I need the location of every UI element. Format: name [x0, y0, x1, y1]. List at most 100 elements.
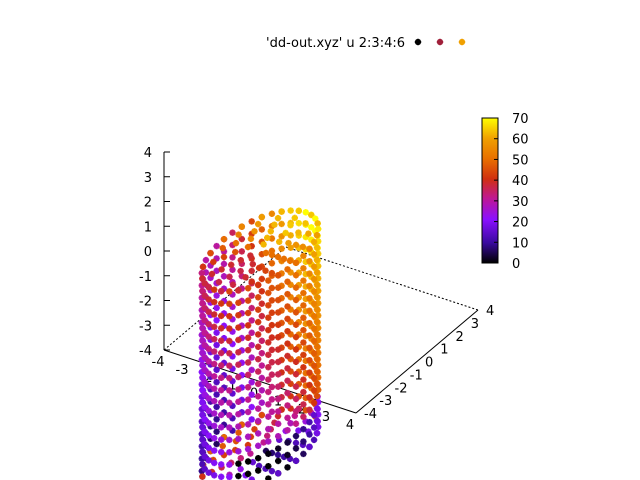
data-point: [220, 273, 228, 280]
data-point: [286, 257, 294, 265]
data-point: [226, 449, 233, 456]
data-point: [254, 318, 262, 326]
data-point: [313, 380, 321, 387]
data-point: [274, 433, 282, 440]
data-point: [232, 239, 240, 247]
data-point: [235, 311, 242, 319]
colorbar-tick-label: 20: [512, 216, 529, 231]
data-point: [226, 300, 233, 307]
data-point: [274, 284, 282, 291]
data-point: [258, 213, 266, 221]
data-point: [205, 432, 212, 439]
data-point: [306, 270, 313, 277]
data-point: [265, 450, 272, 458]
data-point: [226, 411, 233, 419]
data-point: [310, 275, 318, 283]
data-point: [282, 229, 289, 237]
data-point: [254, 343, 262, 351]
data-point: [306, 394, 313, 401]
data-point: [199, 300, 206, 307]
data-point: [211, 410, 218, 417]
data-point: [310, 251, 318, 258]
data-point: [248, 304, 255, 312]
data-point: [213, 428, 220, 435]
data-point: [306, 344, 313, 352]
data-point: [268, 284, 276, 292]
data-point: [292, 296, 300, 304]
data-point: [237, 267, 244, 275]
data-point: [300, 438, 307, 445]
z-tick-label: 4: [144, 146, 152, 161]
data-point: [217, 362, 225, 369]
data-point: [213, 379, 220, 386]
data-point: [300, 364, 307, 371]
data-point: [199, 349, 206, 357]
data-point: [217, 325, 225, 332]
data-point: [248, 292, 255, 299]
data-point: [213, 329, 220, 336]
data-point: [292, 395, 300, 403]
data-point: [217, 448, 225, 456]
data-point: [248, 391, 255, 398]
data-point: [226, 387, 233, 394]
data-point: [213, 242, 220, 250]
data-point: [313, 269, 321, 276]
data-point: [310, 312, 318, 320]
data-point: [258, 337, 266, 345]
data-point: [314, 312, 322, 319]
data-point: [300, 326, 307, 334]
data-point: [199, 461, 206, 468]
data-point: [213, 292, 220, 299]
data-point: [268, 269, 276, 277]
data-point: [265, 314, 272, 321]
data-point: [254, 355, 262, 363]
y-tick-label: -3: [379, 394, 392, 409]
data-point: [258, 362, 266, 369]
data-point: [201, 403, 208, 411]
data-point: [213, 354, 220, 361]
data-point: [201, 379, 208, 386]
data-point: [254, 405, 262, 412]
data-point: [313, 281, 321, 288]
data-point: [199, 324, 206, 332]
data-point: [254, 380, 262, 388]
data-point: [308, 211, 315, 219]
data-point: [310, 337, 318, 345]
data-point: [211, 397, 218, 405]
data-point: [284, 315, 291, 323]
data-point: [248, 403, 255, 411]
data-point: [306, 443, 313, 451]
data-point: [215, 278, 223, 286]
y-tick-label: 0: [425, 356, 433, 371]
data-point: [217, 300, 225, 307]
data-point: [235, 287, 242, 294]
data-point: [300, 376, 307, 383]
data-point: [226, 273, 233, 280]
data-point: [205, 469, 212, 476]
data-point: [213, 391, 220, 398]
data-point: [211, 323, 218, 331]
data-point: [268, 334, 276, 341]
data-point: [284, 266, 291, 273]
data-point: [205, 395, 212, 402]
data-point: [220, 253, 228, 261]
data-point: [313, 392, 321, 400]
y-axis-line: [355, 309, 479, 414]
data-point: [313, 330, 321, 338]
data-point: [226, 461, 233, 468]
data-point: [268, 321, 276, 329]
data-point: [271, 221, 278, 228]
data-point: [267, 228, 275, 235]
data-point: [249, 260, 256, 268]
data-point: [213, 416, 220, 423]
data-point: [265, 339, 272, 346]
data-point: [244, 408, 252, 416]
data-point: [274, 334, 282, 341]
data-point: [295, 229, 302, 236]
data-point: [312, 215, 319, 222]
data-point: [268, 383, 276, 391]
data-point: [217, 436, 225, 443]
data-point: [238, 248, 246, 255]
data-point: [205, 444, 212, 452]
data-point: [302, 209, 309, 216]
